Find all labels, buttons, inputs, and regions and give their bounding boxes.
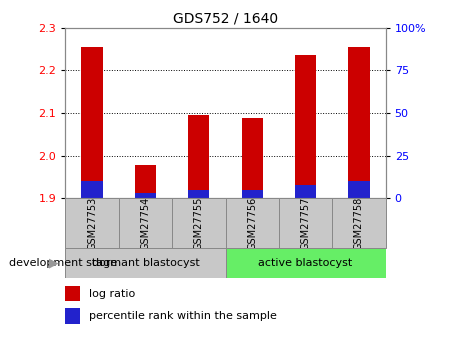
Bar [242, 190, 263, 198]
Text: GSM27755: GSM27755 [194, 197, 204, 250]
Text: log ratio: log ratio [89, 289, 136, 299]
Bar [81, 181, 103, 198]
Text: development stage: development stage [9, 258, 117, 268]
Bar [188, 115, 210, 198]
Text: ▶: ▶ [49, 257, 59, 269]
Bar [81, 47, 103, 198]
Bar [242, 118, 263, 198]
Title: GDS752 / 1640: GDS752 / 1640 [173, 11, 278, 25]
Text: GSM27753: GSM27753 [87, 197, 97, 250]
Bar [295, 185, 316, 198]
Bar [135, 165, 156, 198]
Bar [279, 198, 332, 248]
Text: dormant blastocyst: dormant blastocyst [92, 258, 199, 268]
Bar [65, 198, 119, 248]
Bar [65, 308, 80, 324]
Bar [172, 198, 226, 248]
Text: active blastocyst: active blastocyst [258, 258, 353, 268]
Text: GSM27758: GSM27758 [354, 197, 364, 250]
Bar [348, 181, 370, 198]
Text: GSM27754: GSM27754 [140, 197, 151, 250]
Bar [188, 190, 210, 198]
Bar [226, 248, 386, 278]
Text: percentile rank within the sample: percentile rank within the sample [89, 311, 277, 321]
Bar [65, 248, 226, 278]
Bar [65, 286, 80, 302]
Bar [295, 55, 316, 198]
Bar [226, 198, 279, 248]
Bar [119, 198, 172, 248]
Text: GSM27757: GSM27757 [300, 197, 311, 250]
Text: GSM27756: GSM27756 [247, 197, 257, 250]
Bar [135, 193, 156, 198]
Bar [348, 47, 370, 198]
Bar [332, 198, 386, 248]
